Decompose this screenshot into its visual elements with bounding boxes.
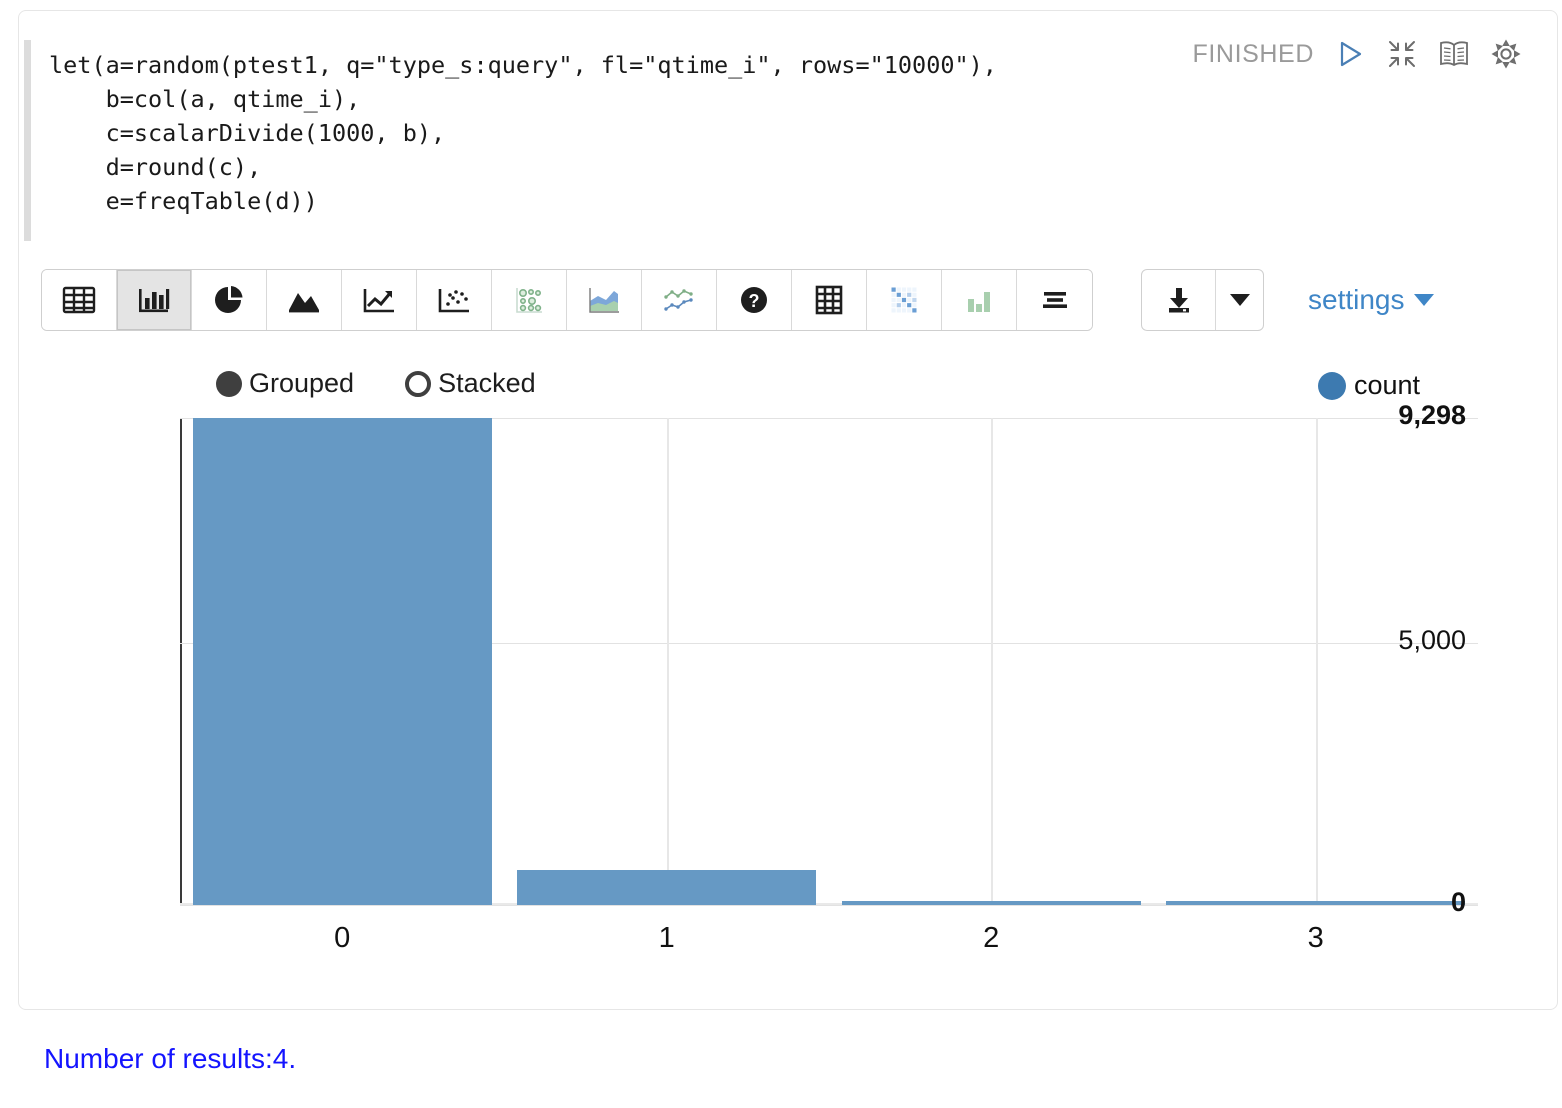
bubble-chart-button[interactable] [492, 270, 567, 330]
gridline-horizontal [180, 905, 1478, 906]
legend-swatch-count [1317, 371, 1346, 400]
y-tick-label: 5,000 [1398, 625, 1466, 656]
column-chart-button[interactable] [942, 270, 1017, 330]
radio-stacked[interactable]: Stacked [405, 368, 536, 399]
multi-line-button[interactable] [642, 270, 717, 330]
x-tick-label: 0 [334, 922, 351, 954]
funnel-chart-button[interactable] [1017, 270, 1092, 330]
download-options-button[interactable] [1216, 270, 1263, 330]
x-tick-label: 1 [658, 922, 675, 954]
pie-chart-button[interactable] [192, 270, 267, 330]
y-axis-line [180, 418, 182, 905]
chart-legend: count [1317, 370, 1420, 401]
grid-view-button[interactable] [792, 270, 867, 330]
result-count-text: Number of results:4. [44, 1043, 297, 1074]
chevron-down-icon [1413, 294, 1434, 306]
scatter-plot-button[interactable] [417, 270, 492, 330]
legend-label-count: count [1353, 370, 1420, 400]
bar-mode-radio-group[interactable]: Grouped Stacked [216, 368, 536, 399]
download-icon[interactable] [1142, 270, 1216, 330]
bar-chart-button[interactable] [117, 270, 192, 330]
line-chart-button[interactable] [342, 270, 417, 330]
x-axis-line [180, 903, 1478, 905]
radio-grouped[interactable]: Grouped [216, 368, 354, 399]
radio-stacked-label: Stacked [438, 368, 536, 398]
plot-area: 9,298 5,000 0 0 1 2 3 [180, 400, 1478, 954]
y-tick-label: 0 [1450, 887, 1466, 917]
x-tick-label: 3 [1307, 922, 1324, 954]
book-icon[interactable] [1438, 38, 1470, 70]
y-tick-label: 9,298 [1398, 400, 1466, 430]
download-button-group[interactable] [1141, 269, 1264, 331]
radio-unselected-icon [405, 370, 432, 397]
bar-1[interactable] [517, 870, 816, 905]
heatmap-button[interactable] [867, 270, 942, 330]
code-editor-text[interactable]: let(a=random(ptest1, q="type_s:query", f… [49, 51, 997, 215]
visualization-toolbar-row: ? [41, 269, 1434, 331]
radio-selected-icon [216, 370, 242, 397]
cell-status-bar: FINISHED [1193, 38, 1522, 70]
gridline-horizontal [180, 643, 1478, 645]
stacked-area-button[interactable] [567, 270, 642, 330]
code-cell[interactable]: let(a=random(ptest1, q="type_s:query", f… [24, 32, 1562, 247]
table-view-button[interactable] [42, 270, 117, 330]
gridline-vertical [1315, 418, 1318, 905]
bar-0[interactable] [192, 418, 492, 905]
visualization-type-toolbar[interactable]: ? [41, 269, 1093, 331]
chart-container: Grouped Stacked count 9,298 5,000 0 0 1 2 3 [0, 355, 1540, 975]
status-badge: FINISHED [1192, 39, 1314, 68]
svg-text:?: ? [749, 291, 760, 311]
area-chart-button[interactable] [267, 270, 342, 330]
run-icon[interactable] [1334, 38, 1366, 70]
radio-grouped-label: Grouped [249, 368, 355, 398]
chevron-down-icon [1229, 294, 1250, 306]
bar-2[interactable] [841, 901, 1141, 905]
settings-label: settings [1308, 284, 1405, 315]
x-tick-label: 2 [983, 922, 1000, 954]
gridline-vertical [666, 418, 669, 905]
settings-dropdown[interactable]: settings [1308, 284, 1434, 316]
gear-icon[interactable] [1490, 38, 1522, 70]
gridline-horizontal [180, 418, 1478, 419]
bar-3[interactable] [1166, 901, 1465, 905]
code-cell-gutter [24, 40, 31, 241]
gridline-vertical [991, 418, 994, 905]
collapse-icon[interactable] [1386, 38, 1418, 70]
help-button[interactable]: ? [717, 270, 792, 330]
